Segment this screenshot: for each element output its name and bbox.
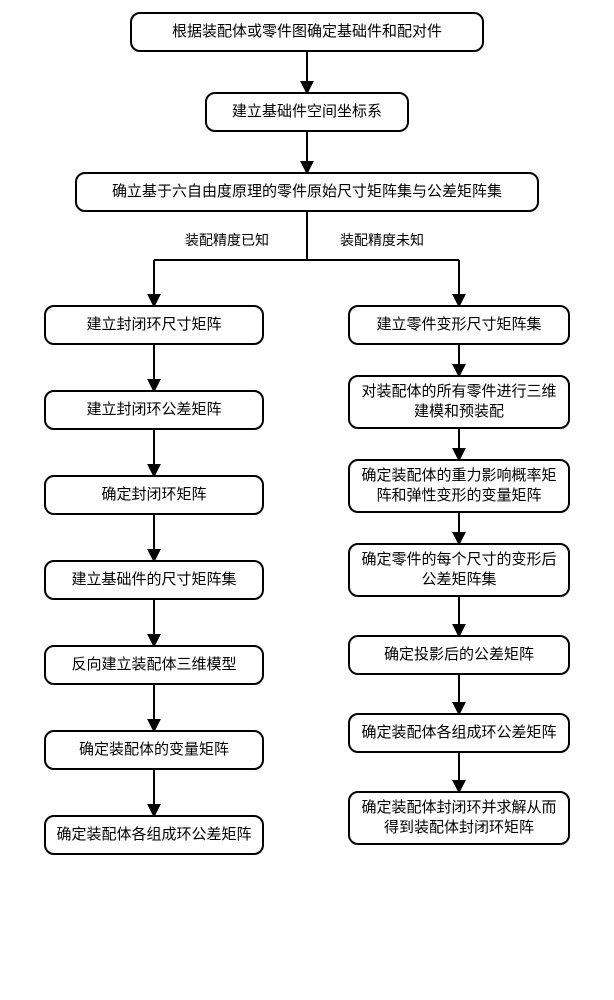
node-label: 确定装配体封闭环并求解从而得到装配体封闭环矩阵 [356,798,562,839]
node-label: 建立封闭环尺寸矩阵 [86,315,221,335]
node-label: 确立基于六自由度原理的零件原始尺寸矩阵集与公差矩阵集 [112,182,502,202]
node-label: 对装配体的所有零件进行三维建模和预装配 [356,382,562,423]
node-label: 确定装配体的重力影响概率矩阵和弹性变形的变量矩阵 [356,466,562,507]
flow-node-n3: 确立基于六自由度原理的零件原始尺寸矩阵集与公差矩阵集 [75,172,539,212]
node-label: 确定装配体各组成环公差矩阵 [56,825,251,845]
branch-label-bl1: 装配精度已知 [185,230,269,250]
node-label: 确定装配体的变量矩阵 [79,740,229,760]
branch-label-bl2: 装配精度未知 [340,230,424,250]
node-label: 确定零件的每个尺寸的变形后公差矩阵集 [356,550,562,591]
flow-node-n1: 根据装配体或零件图确定基础件和配对件 [130,12,484,52]
flow-node-l1: 建立封闭环尺寸矩阵 [44,305,264,345]
node-label: 确定装配体各组成环公差矩阵 [361,723,556,743]
flow-node-r4: 确定零件的每个尺寸的变形后公差矩阵集 [348,543,570,597]
flow-node-l2: 建立封闭环公差矩阵 [44,390,264,430]
node-label: 建立基础件空间坐标系 [232,102,382,122]
node-label: 反向建立装配体三维模型 [71,655,236,675]
flow-node-r6: 确定装配体各组成环公差矩阵 [348,713,570,753]
flow-node-r7: 确定装配体封闭环并求解从而得到装配体封闭环矩阵 [348,791,570,845]
flow-node-r1: 建立零件变形尺寸矩阵集 [348,305,570,345]
flow-node-r5: 确定投影后的公差矩阵 [348,635,570,675]
node-label: 确定投影后的公差矩阵 [384,645,534,665]
node-label: 根据装配体或零件图确定基础件和配对件 [172,22,442,42]
flow-node-r3: 确定装配体的重力影响概率矩阵和弹性变形的变量矩阵 [348,459,570,513]
node-label: 建立零件变形尺寸矩阵集 [376,315,541,335]
flowchart-canvas: 根据装配体或零件图确定基础件和配对件建立基础件空间坐标系确立基于六自由度原理的零… [0,0,614,1000]
node-label: 建立基础件的尺寸矩阵集 [71,570,236,590]
flow-node-r2: 对装配体的所有零件进行三维建模和预装配 [348,375,570,429]
flow-node-l5: 反向建立装配体三维模型 [44,645,264,685]
node-label: 建立封闭环公差矩阵 [86,400,221,420]
flow-node-l3: 确定封闭环矩阵 [44,475,264,515]
flow-node-l4: 建立基础件的尺寸矩阵集 [44,560,264,600]
flow-node-l6: 确定装配体的变量矩阵 [44,730,264,770]
node-label: 确定封闭环矩阵 [101,485,206,505]
flow-node-n2: 建立基础件空间坐标系 [205,92,409,132]
flow-node-l7: 确定装配体各组成环公差矩阵 [44,815,264,855]
